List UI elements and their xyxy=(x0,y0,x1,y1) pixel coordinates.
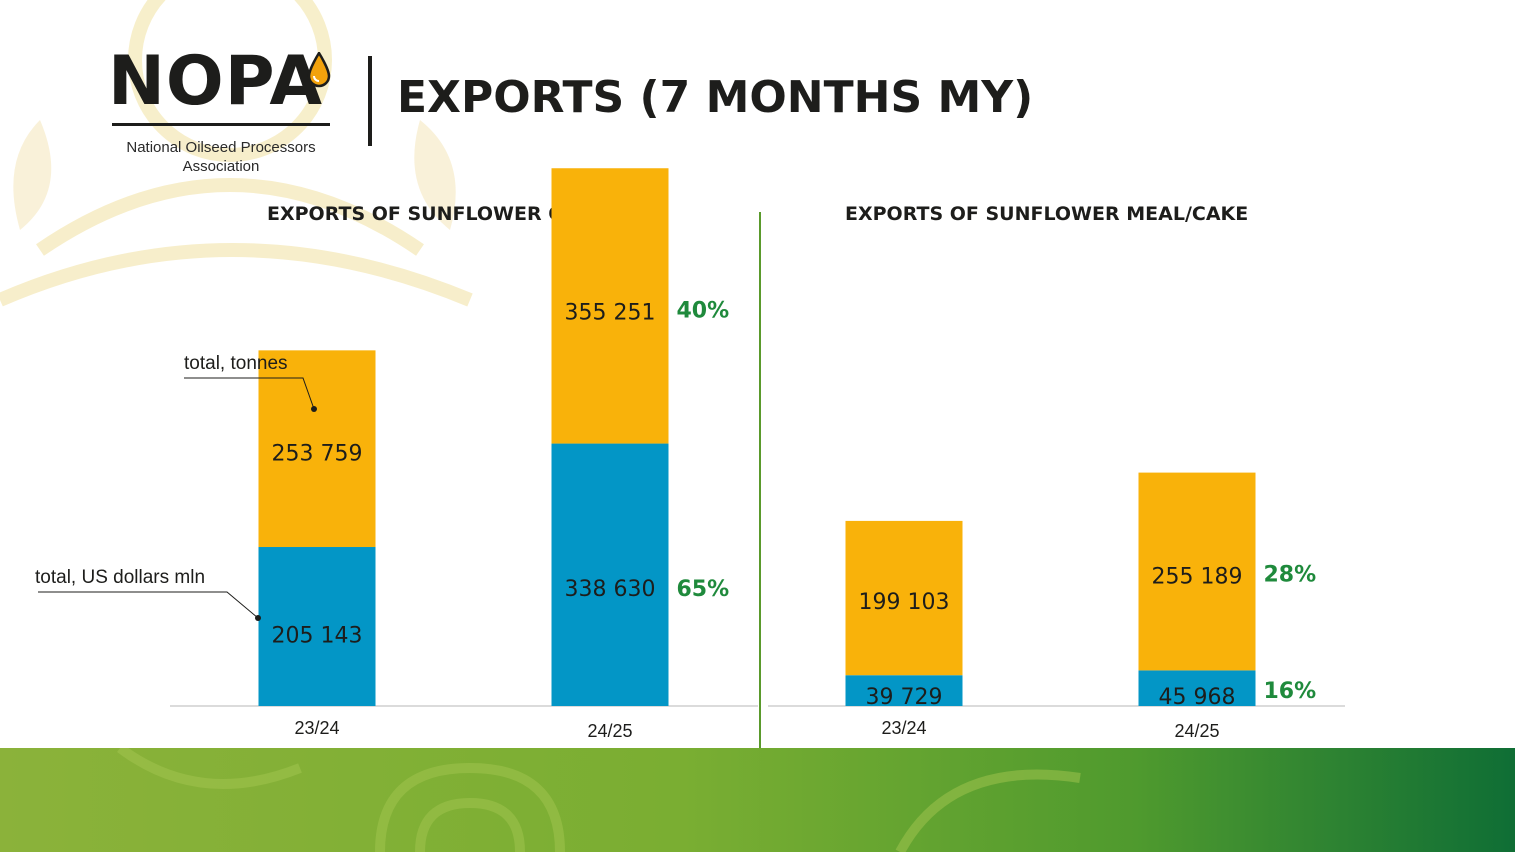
bar-usd-24-25 xyxy=(1138,670,1256,706)
x-tick-label-24-25: 24/25 xyxy=(587,721,632,741)
bar-usd-23-24 xyxy=(845,675,963,706)
value-label-tonnes-24-25: 255 189 xyxy=(1152,564,1243,589)
logo-subtitle: National Oilseed Processors Association xyxy=(108,138,334,176)
annotation-leader-tonnes xyxy=(184,377,315,410)
value-label-usd-23-24: 39 729 xyxy=(866,685,943,710)
bar-usd-24-25 xyxy=(551,443,669,706)
value-label-usd-24-25: 338 630 xyxy=(565,577,656,602)
logo-divider-line xyxy=(112,123,330,126)
bar-tonnes-24-25 xyxy=(1138,472,1256,671)
value-label-usd-23-24: 205 143 xyxy=(272,623,363,648)
logo-wordmark: NOPA xyxy=(108,42,323,121)
chart-title-sunflower-meal: EXPORTS OF SUNFLOWER MEAL/CAKE xyxy=(845,203,1249,225)
chart-title-sunflower-oil: EXPORTS OF SUNFLOWER OIL xyxy=(267,203,584,225)
growth-label-tonnes: 40% xyxy=(677,298,730,323)
background-sun-ornament xyxy=(0,0,473,307)
annotation-dot-usd xyxy=(255,615,261,621)
bar-usd-23-24 xyxy=(258,547,376,706)
growth-label-usd: 16% xyxy=(1264,679,1317,704)
annotation-dot-tonnes xyxy=(311,406,317,412)
nopa-logo: NOPA National Oilseed Processors Associa… xyxy=(108,42,338,175)
page-title: EXPORTS (7 MONTHS MY) xyxy=(397,72,1034,123)
bar-tonnes-23-24 xyxy=(258,350,376,548)
value-label-tonnes-23-24: 253 759 xyxy=(272,442,363,467)
oil-drop-icon xyxy=(307,52,331,88)
x-tick-label-24-25: 24/25 xyxy=(1174,721,1219,741)
logo-subtitle-line-2: Association xyxy=(182,158,260,175)
growth-label-tonnes: 28% xyxy=(1264,562,1317,587)
growth-label-usd: 65% xyxy=(677,577,730,602)
footer-ornament xyxy=(117,748,1081,852)
annotation-total-tonnes: total, tonnes xyxy=(184,353,288,374)
x-tick-label-23-24: 23/24 xyxy=(881,718,926,738)
value-label-tonnes-24-25: 355 251 xyxy=(565,300,656,325)
bar-tonnes-23-24 xyxy=(845,520,963,676)
value-label-usd-24-25: 45 968 xyxy=(1159,685,1236,710)
annotation-leader-usd xyxy=(38,591,259,619)
value-label-tonnes-23-24: 199 103 xyxy=(859,590,950,615)
x-tick-label-23-24: 23/24 xyxy=(294,718,339,738)
footer-band xyxy=(0,748,1515,852)
annotation-total-usd: total, US dollars mln xyxy=(35,567,205,588)
bar-tonnes-24-25 xyxy=(551,168,669,444)
logo-subtitle-line-1: National Oilseed Processors xyxy=(126,139,316,156)
title-separator xyxy=(368,56,372,146)
